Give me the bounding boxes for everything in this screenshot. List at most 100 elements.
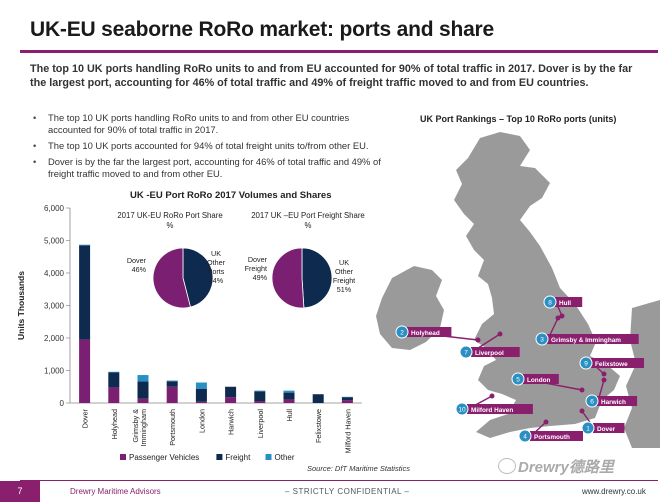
bar-segment xyxy=(137,375,149,382)
y-tick-label: 3,000 xyxy=(44,302,65,311)
legend-label: Freight xyxy=(225,453,251,462)
uk-port-map: Dover 1 Holyhead 2 Grimsby & Immingham 3 Ports… xyxy=(376,132,660,448)
pie-label: UK Other Ports 54% xyxy=(207,249,226,285)
website-link[interactable]: www.drewry.co.uk xyxy=(582,487,646,496)
port-name: Hull xyxy=(559,300,571,307)
bar-segment xyxy=(283,390,295,393)
bullet-item: The top 10 UK ports accounted for 94% of… xyxy=(30,140,395,152)
source-note: Source: DfT Maritime Statistics xyxy=(307,464,410,473)
port-rank-badge xyxy=(511,372,525,386)
y-tick-label: 1,000 xyxy=(44,367,65,376)
page-number: 7 xyxy=(0,481,40,502)
legend-swatch xyxy=(216,454,223,460)
port-name: Holyhead xyxy=(411,330,440,337)
port-rank: 8 xyxy=(548,300,552,307)
port-rank-badge xyxy=(459,345,473,359)
ireland-landmass xyxy=(376,266,444,350)
x-tick-label: Dover xyxy=(81,408,90,428)
pie-title: 2017 UK –EU Port Freight Share% xyxy=(251,211,365,230)
port-rank: 7 xyxy=(464,350,468,357)
port-marker xyxy=(489,393,495,399)
port-rank: 9 xyxy=(584,361,588,368)
port-marker xyxy=(601,377,607,383)
port-label-box xyxy=(597,396,638,406)
bar-segment xyxy=(108,371,120,373)
legend-swatch xyxy=(265,454,272,460)
bar-segment xyxy=(195,388,207,402)
bar-segment xyxy=(195,382,207,389)
page-title: UK-EU seaborne RoRo market: ports and sh… xyxy=(30,18,495,41)
port-label-box xyxy=(547,334,639,344)
port-name: Dover xyxy=(597,426,616,433)
port-rank-badge xyxy=(581,421,595,435)
x-tick-label: Felixstowe xyxy=(314,409,323,443)
port-label-box xyxy=(467,404,533,414)
port-rank: 10 xyxy=(458,407,466,414)
port-name: Grimsby & Immingham xyxy=(551,337,621,344)
y-tick-label: 0 xyxy=(60,399,65,408)
x-tick-label: Grimsby &Immingham xyxy=(131,409,148,447)
y-tick-label: 4,000 xyxy=(44,269,65,278)
port-rank-badge xyxy=(585,394,599,408)
port-rank: 2 xyxy=(400,330,404,337)
port-marker xyxy=(559,313,565,319)
bar-segment xyxy=(137,398,149,403)
port-rank-badge xyxy=(395,325,409,339)
bar-segment xyxy=(283,399,295,403)
x-tick-label: Liverpool xyxy=(256,409,265,439)
port-label-box xyxy=(407,327,452,337)
bar-segment xyxy=(108,372,120,388)
pie-slice xyxy=(152,247,191,309)
bullet-item: The top 10 UK ports handling RoRo units … xyxy=(30,112,395,136)
lead-paragraph: The top 10 UK ports handling RoRo units … xyxy=(30,63,633,89)
port-label-box xyxy=(593,423,625,433)
bar-segment xyxy=(166,386,178,403)
port-label-box xyxy=(471,347,520,357)
bar-segment xyxy=(341,400,353,403)
y-tick-label: 6,000 xyxy=(44,204,65,213)
title-divider xyxy=(20,50,658,53)
bar-segment xyxy=(254,391,266,402)
port-rank: 1 xyxy=(586,426,590,433)
great-britain-landmass xyxy=(454,132,620,438)
legend-swatch xyxy=(120,454,126,460)
x-tick-label: London xyxy=(197,409,206,433)
port-label-box xyxy=(591,358,644,368)
watermark: Drewry德路里 xyxy=(518,459,614,476)
port-rank: 3 xyxy=(540,337,544,344)
bar-segment xyxy=(166,381,178,387)
bar-segment xyxy=(225,386,237,398)
y-tick-label: 2,000 xyxy=(44,334,65,343)
bullet-item: Dover is by the far the largest port, ac… xyxy=(30,156,395,180)
bullet-list: The top 10 UK ports handling RoRo units … xyxy=(30,112,395,184)
port-marker xyxy=(579,387,585,393)
port-marker xyxy=(497,331,503,337)
confidentiality-label: – STRICTLY CONFIDENTIAL – xyxy=(285,487,410,496)
legend-label: Passenger Vehicles xyxy=(129,453,199,462)
bar-segment xyxy=(254,401,266,403)
x-tick-label: Holyhead xyxy=(110,409,119,439)
y-axis-label: Units Thousands xyxy=(16,271,26,340)
pie-slice xyxy=(271,247,305,309)
pie-label: Dover Freight 49% xyxy=(245,255,268,282)
port-rank-badge xyxy=(543,295,557,309)
port-marker xyxy=(543,419,549,425)
port-name: London xyxy=(527,377,551,384)
port-rank-badge xyxy=(518,429,532,443)
port-marker xyxy=(475,337,481,343)
port-rank: 5 xyxy=(516,377,520,384)
port-label-box xyxy=(523,374,559,384)
bar-segment xyxy=(166,380,178,382)
port-rank-badge xyxy=(455,402,469,416)
bar-segment xyxy=(137,381,149,399)
bar-segment xyxy=(312,394,324,403)
ports-chart: Units Thousands 0 1,000 2,000 3,000 4,000 5,00… xyxy=(16,204,365,462)
port-marker xyxy=(601,371,607,377)
wechat-icon xyxy=(498,458,516,474)
port-name: Felixstowe xyxy=(595,361,628,368)
port-marker xyxy=(555,315,561,321)
port-name: Harwich xyxy=(601,399,626,406)
x-tick-label: Portsmouth xyxy=(168,409,177,446)
port-rank-badge xyxy=(579,356,593,370)
pie-slice xyxy=(182,247,214,308)
